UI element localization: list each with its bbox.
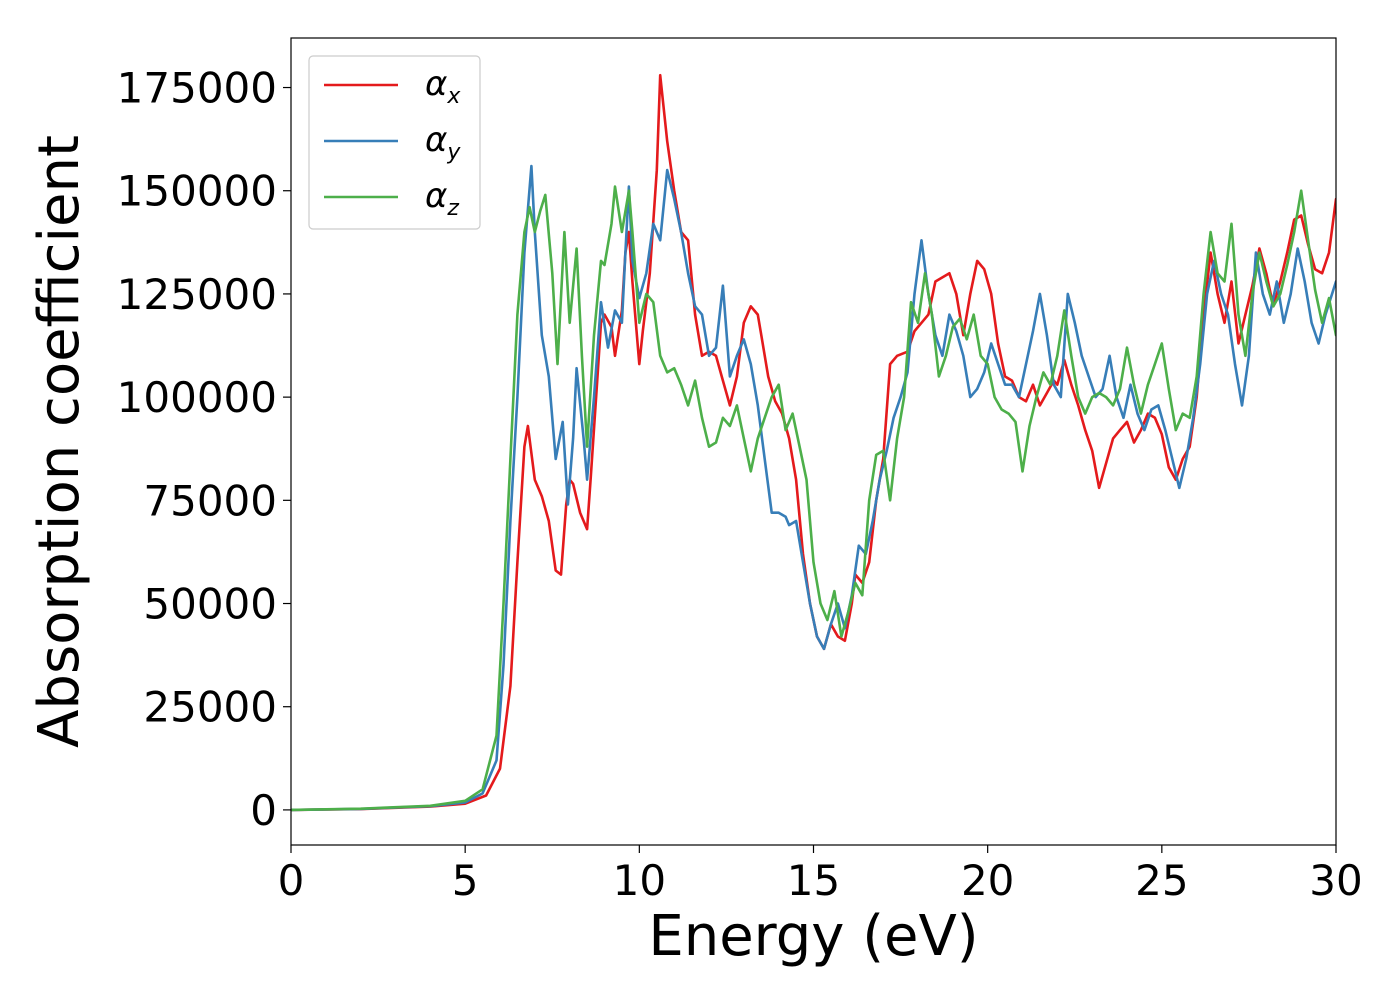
legend-label-z: αz [425,176,459,221]
series-line-z [291,185,1336,812]
x-axis-ticks: 0 5 10 15 20 25 30 [278,845,1363,905]
y-tick-label: 100000 [117,373,277,422]
plot-lines [291,73,1336,812]
y-tick-label: 50000 [143,580,277,629]
x-tick-label: 5 [452,856,479,905]
y-tick-label: 75000 [143,476,277,525]
x-tick-label: 25 [1135,856,1188,905]
y-axis-title: Absorption coefficient [27,135,92,748]
x-axis-title: Energy (eV) [648,904,978,969]
y-tick-label: 25000 [143,683,277,732]
legend-box [308,55,481,230]
x-tick-label: 0 [278,856,305,905]
legend-label-x: αx [425,64,461,109]
y-tick-label: 150000 [117,167,277,216]
y-tick-label: 0 [250,786,277,835]
series-line-y [291,164,1336,812]
y-tick-label: 175000 [117,64,277,113]
y-tick-label: 125000 [117,270,277,319]
x-tick-label: 30 [1309,856,1362,905]
legend: αx αy αz [308,55,481,230]
legend-label-y: αy [425,120,461,165]
y-axis-ticks: 0 25000 50000 75000 100000 125000 150000 175000 [117,64,291,835]
x-tick-label: 10 [613,856,666,905]
x-tick-label: 15 [787,856,840,905]
x-tick-label: 20 [961,856,1014,905]
